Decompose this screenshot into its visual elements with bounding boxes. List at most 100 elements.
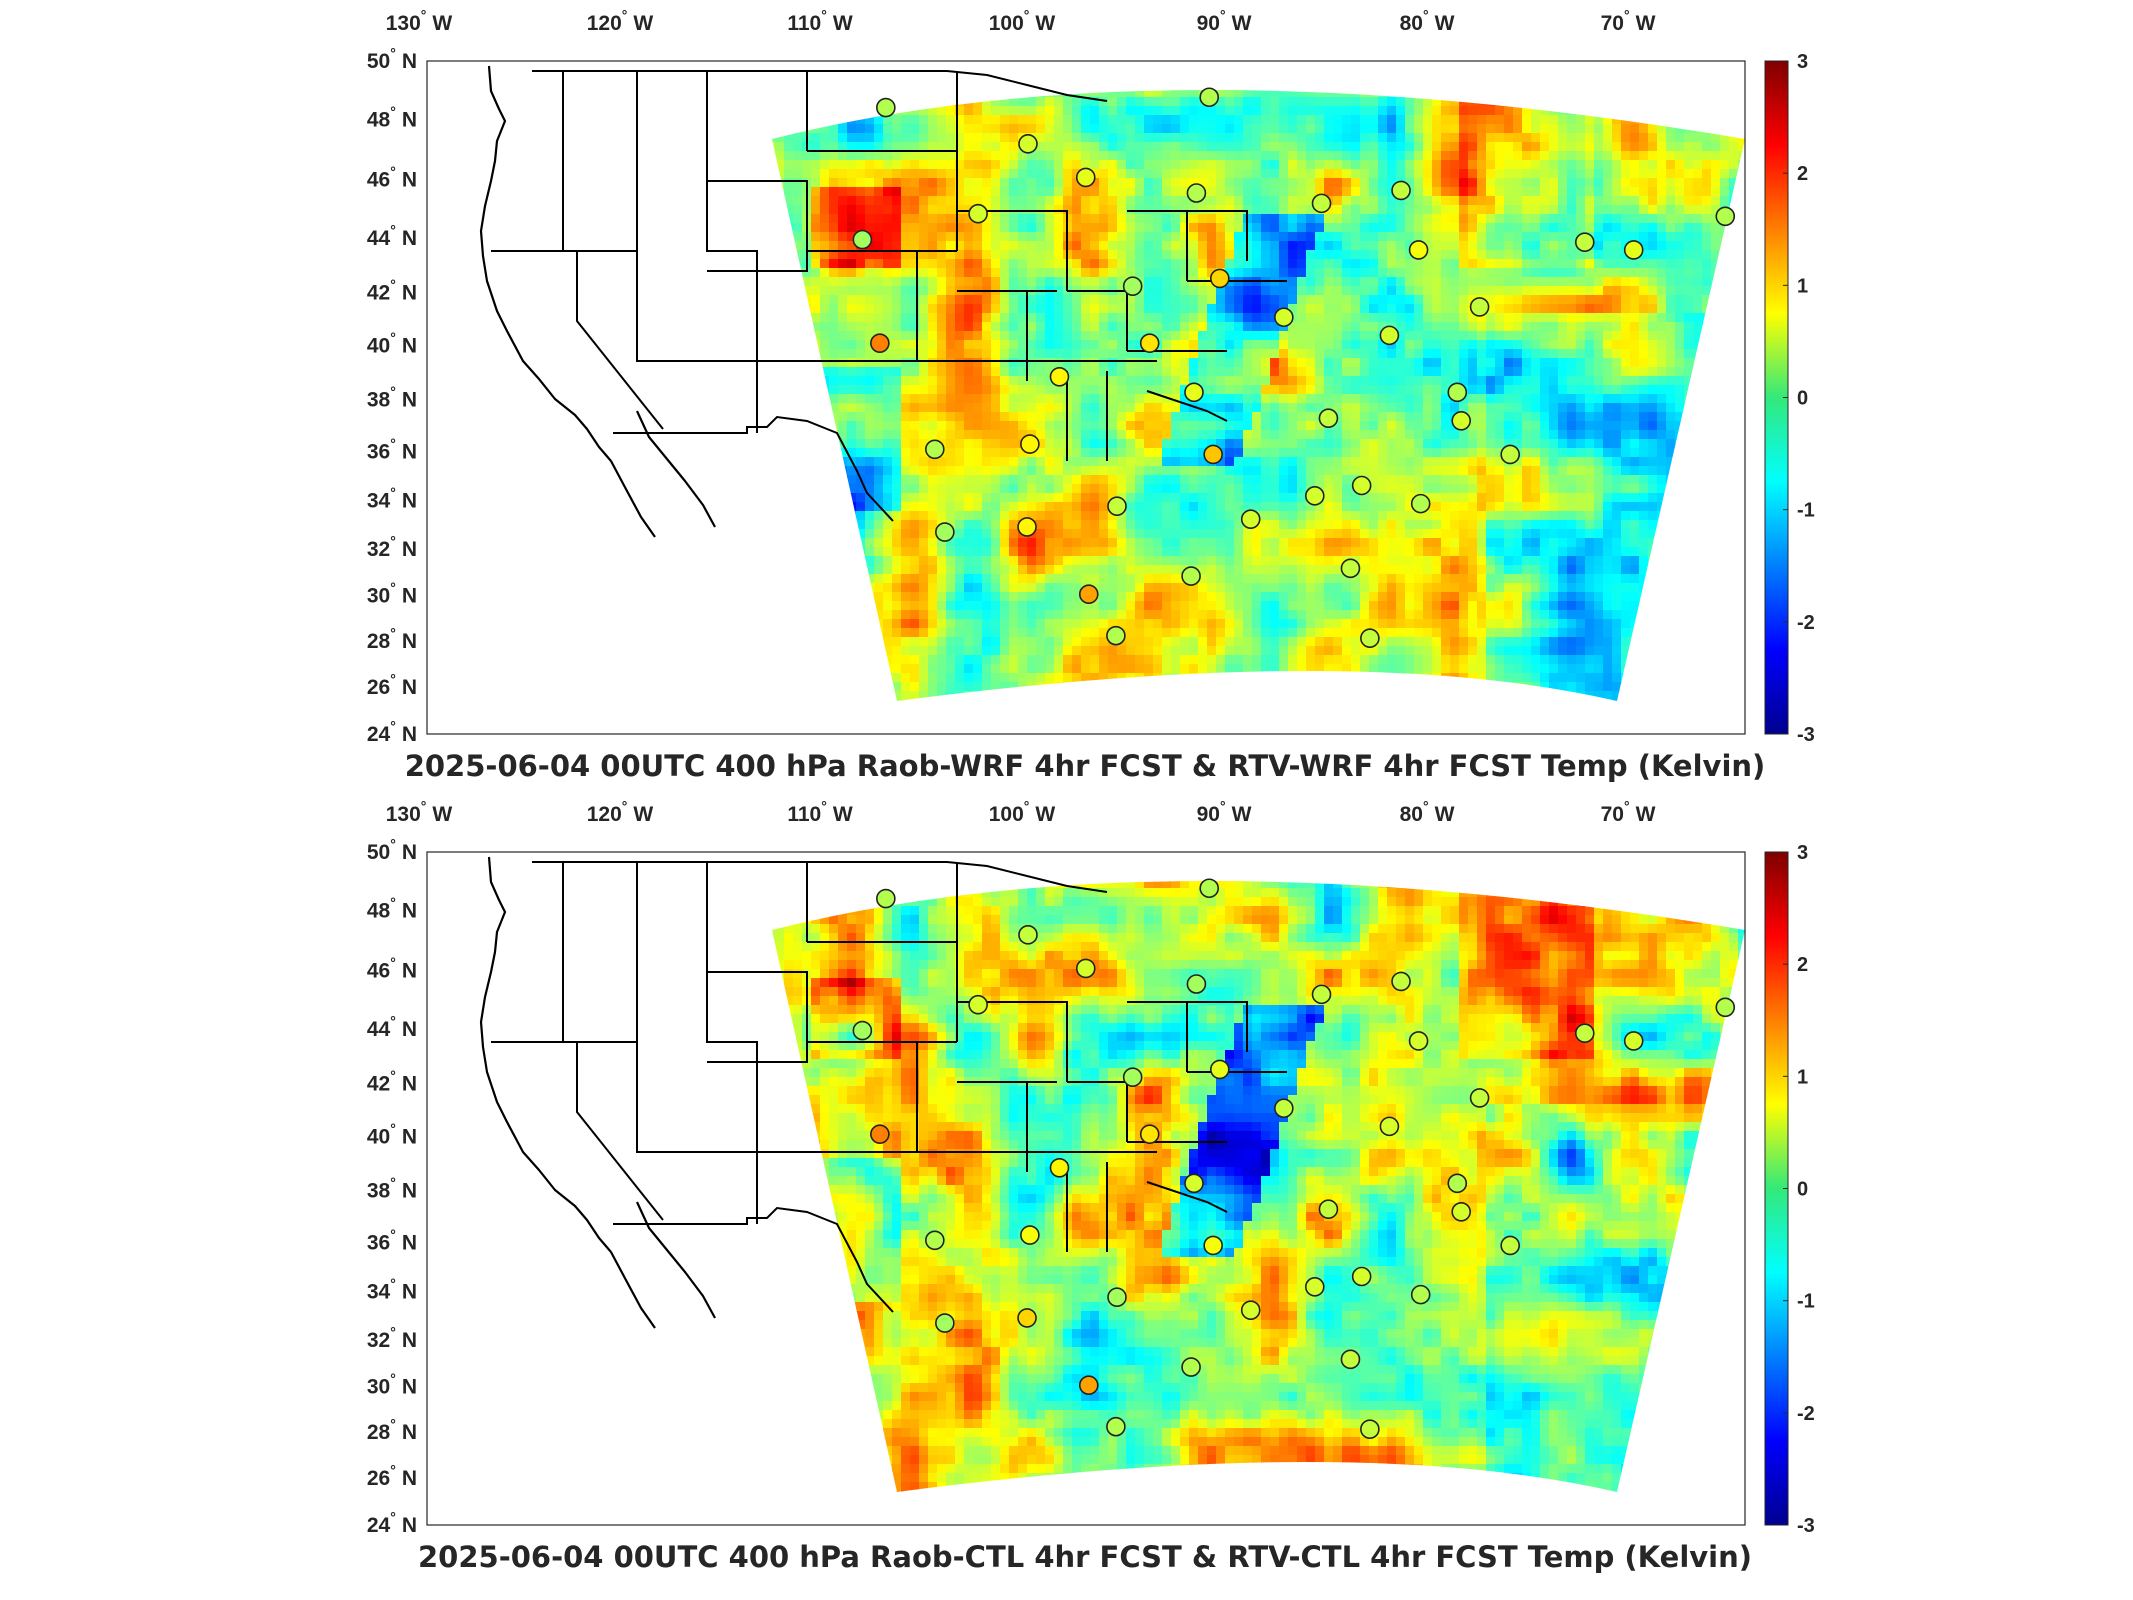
raob-station-marker [968,203,988,224]
map-outline-segment [1146,1181,1228,1213]
latitude-tick-label: 48° N [367,104,417,132]
raob-station-marker [876,888,896,909]
latitude-tick-label: 32° N [367,533,417,561]
raob-station-marker [1240,509,1261,529]
longitude-tick-label: 120° W [587,798,654,826]
raob-station-marker [925,439,945,460]
colorbar-tick-label: -2 [1797,612,1815,634]
latitude-tick-label: 46° N [367,954,417,982]
raob-station-marker [1715,997,1736,1018]
raob-station-marker [1078,584,1099,605]
raob-station-marker [1408,1031,1429,1051]
latitude-tick-label: 48° N [367,895,417,923]
map-outline-segment [479,65,612,462]
latitude-tick-label: 44° N [367,1013,417,1041]
colorbar-tick-label: -3 [1797,1515,1815,1537]
raob-station-marker [1107,496,1127,517]
latitude-tick-label: 36° N [367,1226,417,1254]
raob-station-marker [852,229,873,250]
colorbar-tick-label: -1 [1797,1291,1815,1313]
panel-title: 2025-06-04 00UTC 400 hPa Raob-CTL 4hr FC… [418,1540,1752,1574]
latitude-tick-label: 42° N [367,1068,417,1096]
map-outline-segment [613,415,894,522]
longitude-tick-label: 130° W [386,7,453,35]
raob-station-marker [1451,410,1472,431]
raob-station-marker [1351,1266,1372,1287]
raob-station-marker [1311,984,1332,1005]
map-outline-segment [1146,390,1228,422]
panel-title: 2025-06-04 00UTC 400 hPa Raob-WRF 4hr FC… [405,749,1766,783]
latitude-tick-label: 34° N [367,484,417,512]
raob-station-marker [1018,134,1038,154]
latitude-tick-label: 30° N [367,579,417,607]
latitude-tick-label: 44° N [367,222,417,250]
raob-station-marker [1106,1416,1126,1437]
raob-station-marker [925,1230,945,1251]
raob-station-marker [1340,1349,1361,1370]
map-panel-bottom: 130° W 120° W 110° W 100° W 90° W 80° W 70° W 50° N 48° N… [367,798,1815,1574]
raob-station-marker [1139,333,1160,353]
raob-station-marker [1186,183,1207,203]
latitude-tick-label: 26° N [367,1462,417,1490]
raob-station-marker [1199,878,1220,899]
raob-station-marker [1318,408,1339,429]
raob-station-marker [876,97,896,118]
raob-station-marker [1017,1308,1037,1328]
longitude-tick-label: 130° W [386,798,453,826]
longitude-tick-label: 110° W [787,7,853,35]
map-outline-segment [479,856,612,1253]
raob-station-marker [1451,1201,1472,1222]
raob-station-marker [1500,1235,1520,1256]
raob-station-marker [935,1313,955,1333]
map-outline-segment [707,180,808,272]
colorbar-tick-label: -1 [1797,500,1815,522]
raob-station-marker [1049,1157,1070,1178]
latitude-tick-label: 40° N [367,1121,417,1149]
raob-station-marker [1209,268,1230,289]
raob-station-marker [1203,444,1223,465]
raob-station-marker [1410,493,1431,514]
latitude-tick-label: 46° N [367,163,417,191]
raob-station-marker [1469,297,1490,317]
map-axes-frame [426,60,1746,735]
raob-station-marker [1340,558,1361,579]
latitude-tick-label: 38° N [367,1175,417,1203]
map-outline-segment [1027,210,1068,291]
latitude-tick-label: 30° N [367,1370,417,1398]
longitude-tick-label: 100° W [989,798,1056,826]
longitude-tick-label: 70° W [1601,798,1656,826]
raob-station-marker [968,994,988,1015]
raob-station-marker [1318,1199,1339,1220]
raob-station-marker [1447,382,1468,403]
longitude-tick-label: 100° W [989,7,1056,35]
colorbar-tick-label: -3 [1797,724,1815,746]
raob-station-marker [870,333,890,353]
map-outline-segment [613,1206,894,1313]
raob-station-marker [1715,206,1736,227]
raob-station-marker [1122,276,1143,296]
colorbar-tick-label: 0 [1797,388,1808,410]
raob-station-marker [1574,1023,1595,1043]
coastline-and-borders [479,65,1287,538]
latitude-tick-label: 24° N [367,1509,417,1537]
latitude-tick-label: 28° N [367,625,417,653]
latitude-tick-label: 36° N [367,435,417,463]
map-outline-segment [636,71,758,362]
colorbar-tick-label: 3 [1797,842,1808,864]
raob-station-marker [1184,1173,1204,1194]
raob-station-marker [1075,958,1096,979]
raob-station-marker [1181,566,1201,586]
raob-station-marker [1379,325,1400,346]
longitude-tick-label: 90° W [1197,7,1252,35]
latitude-tick-label: 50° N [367,45,417,73]
map-outline-segment [1187,1001,1248,1052]
colorbar-tick-label: 2 [1797,163,1808,185]
raob-station-marker [1623,240,1644,260]
latitude-tick-label: 50° N [367,836,417,864]
latitude-tick-label: 42° N [367,277,417,305]
longitude-tick-label: 80° W [1400,798,1455,826]
raob-station-marker [1360,1419,1380,1440]
map-panel-top: 130° W 120° W 110° W 100° W 90° W 80° W 70° W 50° N 48° N… [367,7,1815,783]
longitude-tick-label: 70° W [1601,7,1656,35]
raob-station-marker [1199,87,1220,108]
